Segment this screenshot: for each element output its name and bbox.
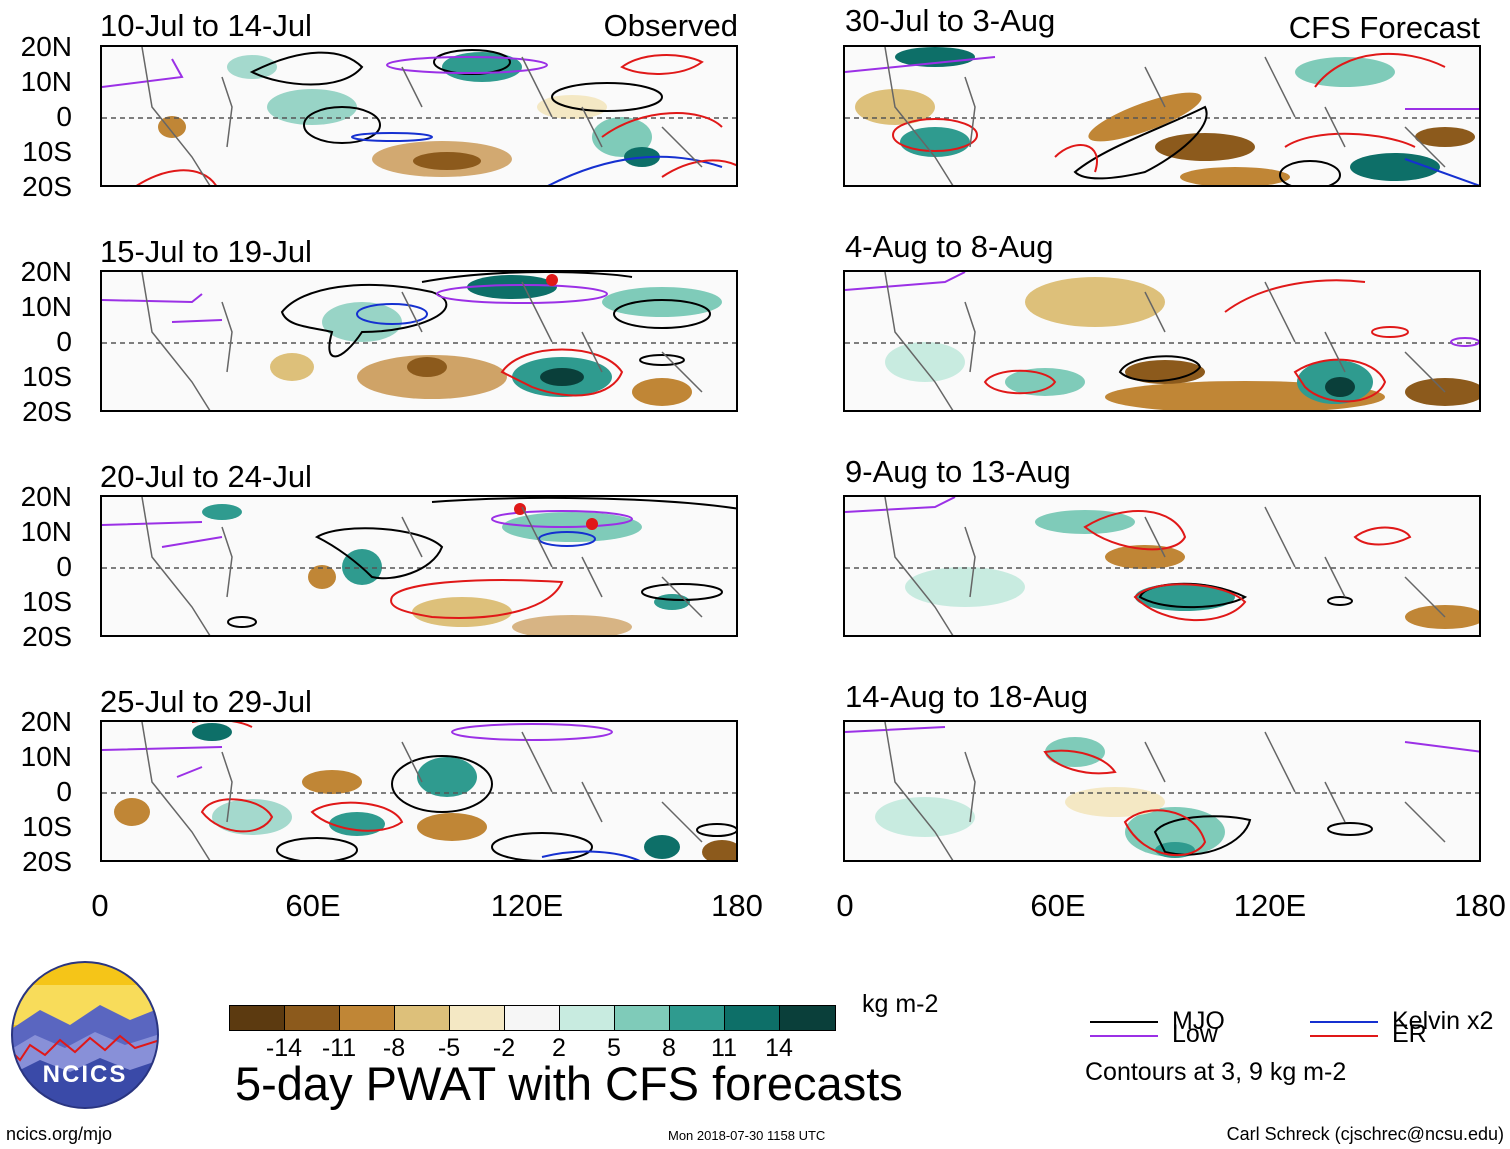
footer-url[interactable]: ncics.org/mjo: [6, 1124, 113, 1144]
logo-text: NCICS: [43, 1061, 128, 1088]
legend-line-er: [1310, 1035, 1378, 1037]
map-panel-8: [843, 720, 1481, 862]
colorbar-swatch: [505, 1006, 560, 1030]
lat-label-10n: 10N: [20, 516, 72, 547]
colorbar-swatch: [725, 1006, 780, 1030]
colorbar-swatch: [615, 1006, 670, 1030]
panel-title-6: 4-Aug to 8-Aug: [845, 229, 1054, 264]
panel-title-7: 9-Aug to 13-Aug: [845, 454, 1071, 489]
colorbar-swatch: [395, 1006, 450, 1030]
ncics-logo: NCICS: [11, 961, 159, 1109]
colorbar-swatch: [230, 1006, 285, 1030]
legend-label-kelvin: Kelvin x2: [1392, 1007, 1494, 1035]
lon-label-0: 0: [91, 888, 109, 923]
panel-title-8: 14-Aug to 18-Aug: [845, 679, 1089, 714]
map-panel-4: [100, 720, 738, 862]
map-panel-5: [843, 45, 1481, 187]
lat-label-eq: 0: [56, 551, 72, 582]
contours-note: Contours at 3, 9 kg m-2: [1085, 1058, 1347, 1086]
colorbar-tick: -5: [437, 1034, 461, 1062]
panel-title-4: 25-Jul to 29-Jul: [100, 684, 312, 719]
lat-label-20s: 20S: [22, 171, 72, 202]
colorbar-swatch: [450, 1006, 505, 1030]
colorbar-swatch: [285, 1006, 340, 1030]
map-panel-7: [843, 495, 1481, 637]
lat-label-10s: 10S: [22, 586, 72, 617]
colorbar-units: kg m-2: [862, 990, 939, 1018]
map-panel-6: [843, 270, 1481, 412]
lon-label-0: 0: [836, 888, 854, 923]
colorbar-tick: -8: [382, 1034, 406, 1062]
lat-label-eq: 0: [56, 776, 72, 807]
panel-title-2: 15-Jul to 19-Jul: [100, 234, 312, 269]
map-panel-3: [100, 495, 738, 637]
colorbar-swatch: [670, 1006, 725, 1030]
colorbar-swatch: [780, 1006, 835, 1030]
lat-label-10s: 10S: [22, 811, 72, 842]
panel-title-3: 20-Jul to 24-Jul: [100, 459, 312, 494]
lat-label-20s: 20S: [22, 846, 72, 877]
lat-label-20s: 20S: [22, 396, 72, 427]
colorbar-tick: 5: [607, 1034, 621, 1062]
legend-line-mjo: [1090, 1021, 1158, 1023]
lon-label-120e: 120E: [1233, 888, 1307, 923]
legend-label-er: ER: [1392, 1020, 1427, 1048]
lon-label-60e: 60E: [285, 888, 341, 923]
colorbar-tick: -2: [492, 1034, 516, 1062]
colorbar-tick: -11: [321, 1034, 357, 1062]
lon-label-120e: 120E: [490, 888, 564, 923]
panel-title-5: 30-Jul to 3-Aug: [845, 3, 1056, 38]
credit: Carl Schreck (cjschrec@ncsu.edu): [1226, 1124, 1504, 1144]
lat-label-20n: 20N: [20, 481, 72, 512]
lat-label-10s: 10S: [22, 136, 72, 167]
lat-label-20n: 20N: [20, 31, 72, 62]
colorbar-tick: -14: [265, 1034, 303, 1062]
colorbar-tick: 2: [552, 1034, 566, 1062]
colorbar-tick: 14: [765, 1034, 793, 1062]
legend-label-mjo: MJO: [1172, 1007, 1225, 1035]
figure-title: 5-day PWAT with CFS forecasts: [235, 1057, 903, 1110]
legend-label-low: Low: [1172, 1020, 1218, 1048]
lon-label-180: 180: [711, 888, 763, 923]
legend-line-low: [1090, 1035, 1158, 1037]
colorbar-swatch: [340, 1006, 395, 1030]
lat-label-20n: 20N: [20, 256, 72, 287]
lat-label-20s: 20S: [22, 621, 72, 652]
lat-label-20n: 20N: [20, 706, 72, 737]
colorbar-swatch: [560, 1006, 615, 1030]
lon-label-60e: 60E: [1030, 888, 1086, 923]
lat-label-10n: 10N: [20, 741, 72, 772]
lat-label-10s: 10S: [22, 361, 72, 392]
lat-label-10n: 10N: [20, 66, 72, 97]
map-panel-2: [100, 270, 738, 412]
map-panel-1: [100, 45, 738, 187]
observed-label: Observed: [603, 8, 738, 43]
timestamp: Mon 2018-07-30 1158 UTC: [668, 1128, 826, 1143]
legend-line-kelvin: [1310, 1021, 1378, 1023]
lon-label-180: 180: [1454, 888, 1506, 923]
forecast-label: CFS Forecast: [1288, 10, 1480, 45]
lat-label-eq: 0: [56, 326, 72, 357]
colorbar-tick: 8: [662, 1034, 676, 1062]
colorbar-tick: 11: [711, 1034, 737, 1062]
panel-title-1: 10-Jul to 14-Jul: [100, 8, 312, 43]
lat-label-eq: 0: [56, 101, 72, 132]
lat-label-10n: 10N: [20, 291, 72, 322]
colorbar: [229, 1005, 836, 1031]
